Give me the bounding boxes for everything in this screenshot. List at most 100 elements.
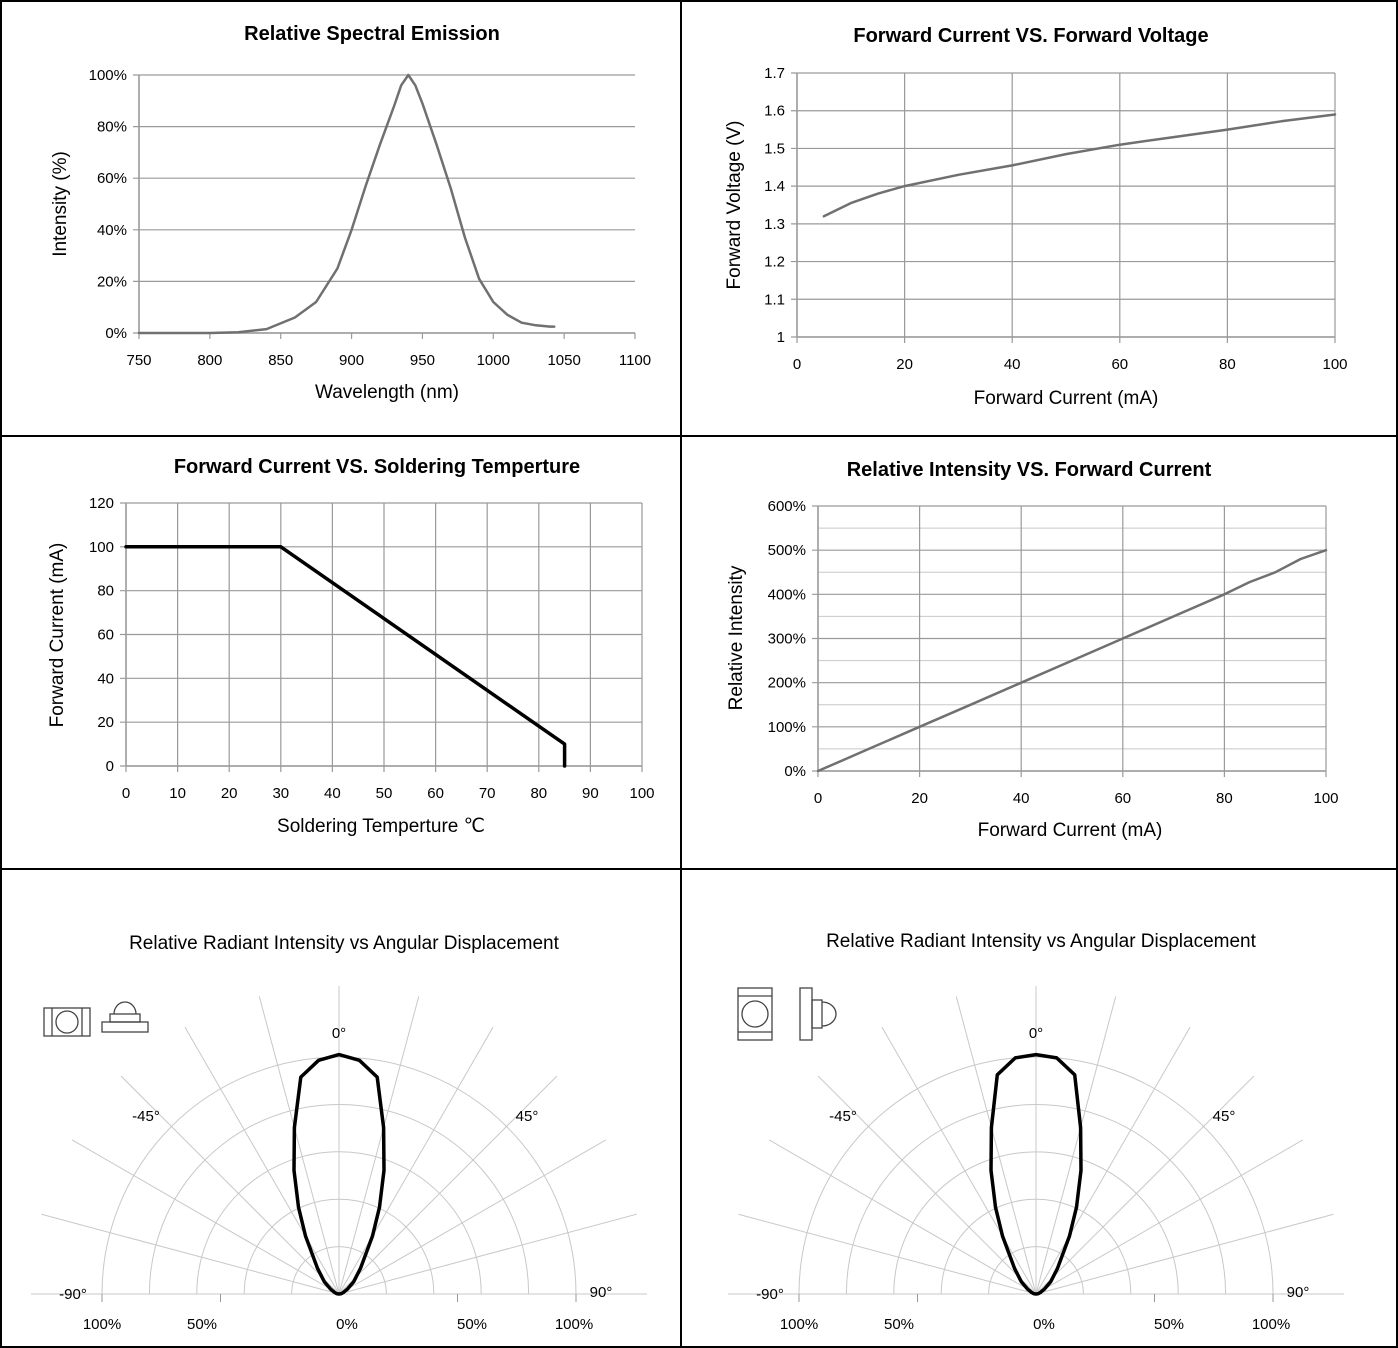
package-side-view-icon <box>799 987 813 1041</box>
polar-spoke <box>338 1075 558 1295</box>
y-tick-label: 1.4 <box>764 178 785 195</box>
x-tick-label: 60 <box>1114 790 1131 807</box>
polar-spoke <box>184 1026 340 1295</box>
x-tick-label: 100 <box>1313 790 1338 807</box>
y-tick-label: 20 <box>97 714 114 731</box>
package-top-view-icon <box>737 987 773 1041</box>
x-tick-label: 750 <box>126 352 151 369</box>
radius-label: 50% <box>1154 1316 1184 1333</box>
angle-label: 45° <box>516 1108 539 1125</box>
y-tick-label: 0% <box>784 763 806 780</box>
chart-title: Forward Current VS. Soldering Temperture <box>174 456 580 478</box>
lens-dome-icon <box>821 1001 837 1027</box>
radius-label: 100% <box>780 1316 818 1333</box>
x-tick-label: 10 <box>169 785 186 802</box>
polar-spoke <box>41 1213 340 1295</box>
x-tick-label: 0 <box>793 356 801 373</box>
led-package-icon <box>43 1001 149 1037</box>
y-axis-label: Relative Intensity <box>726 565 747 710</box>
radius-label: 0% <box>336 1316 358 1333</box>
polar-spoke <box>258 996 340 1295</box>
radius-label: 50% <box>884 1316 914 1333</box>
chart-title: Forward Current VS. Forward Voltage <box>853 25 1208 47</box>
x-tick-label: 1100 <box>619 352 651 369</box>
y-tick-label: 1.1 <box>764 291 785 308</box>
x-axis-label: Wavelength (nm) <box>315 382 459 403</box>
chart-4: 0% 100% 200% 300% 400% 500% 600% 0 20 40 60 80 100 Re… <box>726 459 1339 841</box>
led-package-icon <box>737 987 837 1041</box>
package-body <box>811 999 823 1029</box>
polar-spoke <box>955 996 1037 1295</box>
x-tick-label: 40 <box>1004 356 1021 373</box>
chart-2: 1 1.1 1.2 1.3 1.4 1.5 1.6 1.7 0 20 40 60 80 100 Forwar… <box>724 25 1348 409</box>
radius-label: 0% <box>1033 1316 1055 1333</box>
x-tick-label: 0 <box>814 790 822 807</box>
series-line <box>816 548 1328 773</box>
radiation-pattern-curve <box>292 1052 386 1296</box>
angle-label: -45° <box>829 1108 857 1125</box>
polar-chart-2: Relative Radiant Intensity vs Angular Di… <box>727 931 1345 1333</box>
x-tick-label: 30 <box>272 785 289 802</box>
y-tick-label: 100 <box>89 539 114 556</box>
x-tick-label: 90 <box>582 785 599 802</box>
angle-label: 0° <box>332 1025 346 1042</box>
y-tick-label: 200% <box>768 675 806 692</box>
y-axis-label: Forward Current (mA) <box>47 543 68 728</box>
package-body <box>109 1013 141 1023</box>
y-tick-label: 1 <box>777 329 785 346</box>
angle-label: 90° <box>590 1284 613 1301</box>
radius-label: 100% <box>1252 1316 1290 1333</box>
y-tick-label: 1.6 <box>764 103 785 120</box>
x-tick-label: 80 <box>1216 790 1233 807</box>
x-tick-label: 20 <box>911 790 928 807</box>
series-line <box>124 545 567 768</box>
series-line <box>137 73 556 335</box>
polar-spoke <box>1035 1213 1334 1295</box>
radiation-pattern-curve <box>989 1052 1083 1296</box>
polar-spoke <box>881 1026 1037 1295</box>
polar-spoke <box>338 1026 494 1295</box>
x-axis-label: Forward Current (mA) <box>974 388 1159 409</box>
radius-label: 100% <box>83 1316 121 1333</box>
y-axis-label: Intensity (%) <box>50 151 71 257</box>
x-tick-label: 80 <box>1219 356 1236 373</box>
x-axis-label: Forward Current (mA) <box>978 820 1163 841</box>
y-tick-label: 100% <box>89 67 127 84</box>
x-tick-label: 50 <box>376 785 393 802</box>
y-tick-label: 300% <box>768 631 806 648</box>
radius-label: 50% <box>187 1316 217 1333</box>
x-tick-label: 900 <box>339 352 364 369</box>
y-tick-label: 20% <box>97 273 127 290</box>
polar-spoke <box>338 996 420 1295</box>
y-tick-label: 1.7 <box>764 65 785 82</box>
x-tick-label: 950 <box>410 352 435 369</box>
y-tick-label: 0 <box>106 758 114 775</box>
chart-1: 0% 20% 40% 60% 80% 100% 750 800 850 900 950 1000 105… <box>50 23 651 403</box>
radius-label: 50% <box>457 1316 487 1333</box>
y-tick-label: 60% <box>97 170 127 187</box>
polar-spoke <box>1035 1026 1191 1295</box>
polar-spoke <box>817 1075 1037 1295</box>
chart-title: Relative Intensity VS. Forward Current <box>847 459 1212 481</box>
polar-spoke <box>1035 1139 1304 1295</box>
lens-dome-icon <box>113 1001 137 1015</box>
y-tick-label: 1.5 <box>764 140 785 157</box>
x-tick-label: 40 <box>324 785 341 802</box>
y-tick-label: 80% <box>97 119 127 136</box>
y-axis-label: Forward Voltage (V) <box>724 121 745 290</box>
x-tick-label: 20 <box>221 785 238 802</box>
y-tick-label: 80 <box>97 583 114 600</box>
package-side-view-icon <box>101 1021 149 1033</box>
polar-spoke <box>71 1139 340 1295</box>
series-line <box>822 113 1337 218</box>
x-tick-label: 20 <box>896 356 913 373</box>
angle-label: 45° <box>1213 1108 1236 1125</box>
package-top-view-icon <box>43 1007 91 1037</box>
lens-icon <box>741 1000 769 1028</box>
x-axis-label: Soldering Temperture ℃ <box>277 816 485 837</box>
x-tick-label: 800 <box>197 352 222 369</box>
y-tick-label: 120 <box>89 495 114 512</box>
x-tick-label: 1050 <box>547 352 580 369</box>
y-tick-label: 0% <box>105 325 127 342</box>
